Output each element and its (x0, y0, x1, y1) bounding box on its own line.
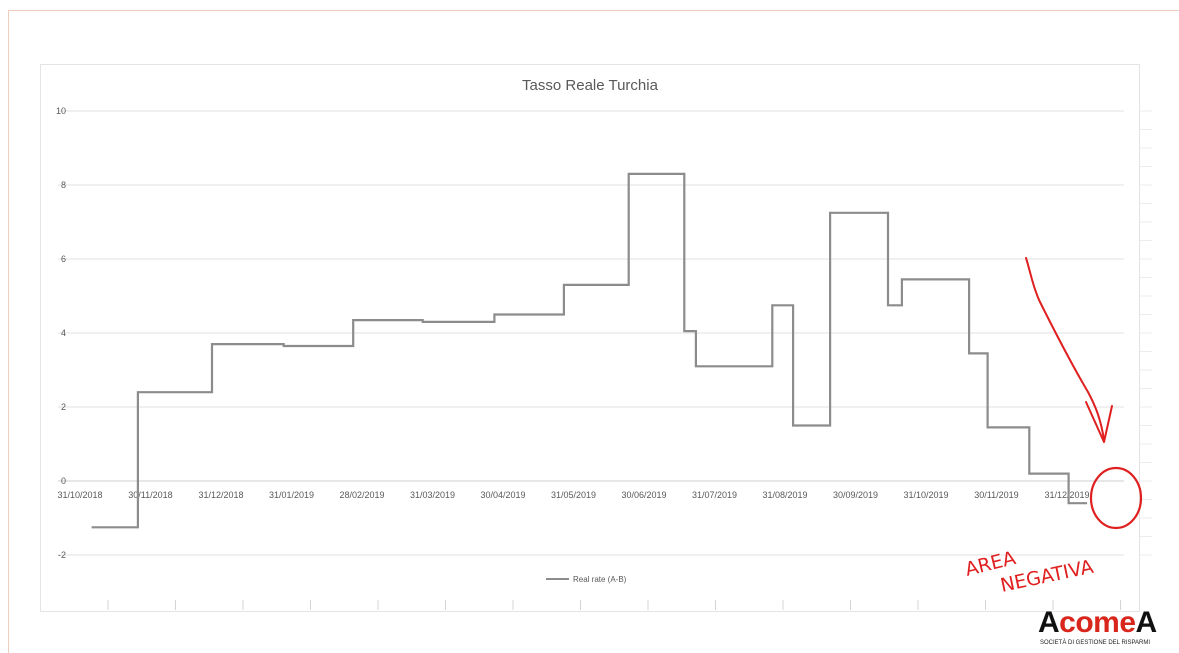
page-frame (8, 10, 1179, 653)
y-tick-label-0: 0 (61, 476, 66, 486)
x-tick-label-31-10-2018: 31/10/2018 (57, 490, 102, 500)
legend-label: Real rate (A-B) (573, 575, 627, 584)
x-tick-label-31-07-2019: 31/07/2019 (692, 490, 737, 500)
y-tick-label-10: 10 (56, 106, 66, 116)
annotation-arrowhead (1085, 401, 1113, 443)
x-tick-label-30-04-2019: 30/04/2019 (480, 490, 525, 500)
logo-subtitle: SOCIETÀ DI GESTIONE DEL RISPARMI (1040, 640, 1151, 646)
logo-letter-a-left: A (1038, 606, 1060, 639)
x-tick-label-30-09-2019: 30/09/2019 (833, 490, 878, 500)
x-tick-label-31-01-2019: 31/01/2019 (269, 490, 314, 500)
series-line-real-rate-a-b (91, 172, 1088, 529)
y-tick-label-6: 6 (61, 254, 66, 264)
x-tick-label-31-03-2019: 31/03/2019 (410, 490, 455, 500)
x-tick-label-31-12-2018: 31/12/2018 (198, 490, 243, 500)
x-axis: 31/10/2018 30/11/2018 31/12/2018 31/01/2019… (57, 490, 1121, 610)
company-logo: AcomeA (1038, 608, 1157, 638)
x-tick-label-30-06-2019: 30/06/2019 (621, 490, 666, 500)
logo-word-come: come (1059, 606, 1136, 639)
x-tick-label-28-02-2019: 28/02/2019 (339, 490, 384, 500)
y-tick-label-8: 8 (61, 180, 66, 190)
annotation-arrow (1025, 257, 1105, 441)
legend: Real rate (A-B) (546, 575, 627, 584)
gridlines (58, 110, 1152, 556)
logo-letter-a-right: A (1135, 606, 1158, 639)
chart-title: Tasso Reale Turchia (522, 77, 659, 94)
x-tick-label-31-08-2019: 31/08/2019 (762, 490, 807, 500)
series-group (91, 172, 1088, 529)
x-tick-label-30-11-2018: 30/11/2018 (128, 490, 172, 500)
x-tick-label-31-12-2019: 31/12/2019 (1044, 490, 1089, 500)
chart-area (40, 64, 1140, 612)
y-tick-label-4: 4 (61, 328, 66, 338)
x-tick-label-31-05-2019: 31/05/2019 (551, 490, 596, 500)
x-tick-label-30-11-2019: 30/11/2019 (974, 490, 1018, 500)
y-tick-label-2: -2 (58, 550, 66, 560)
x-tick-label-31-10-2019: 31/10/2019 (903, 490, 948, 500)
y-tick-label-2: 2 (61, 402, 66, 412)
annotation-circle (1089, 466, 1143, 530)
y-axis-ticks: 10 8 6 4 2 0 -2 (56, 106, 66, 560)
annotation: AREA NEGATIVA (963, 257, 1143, 597)
